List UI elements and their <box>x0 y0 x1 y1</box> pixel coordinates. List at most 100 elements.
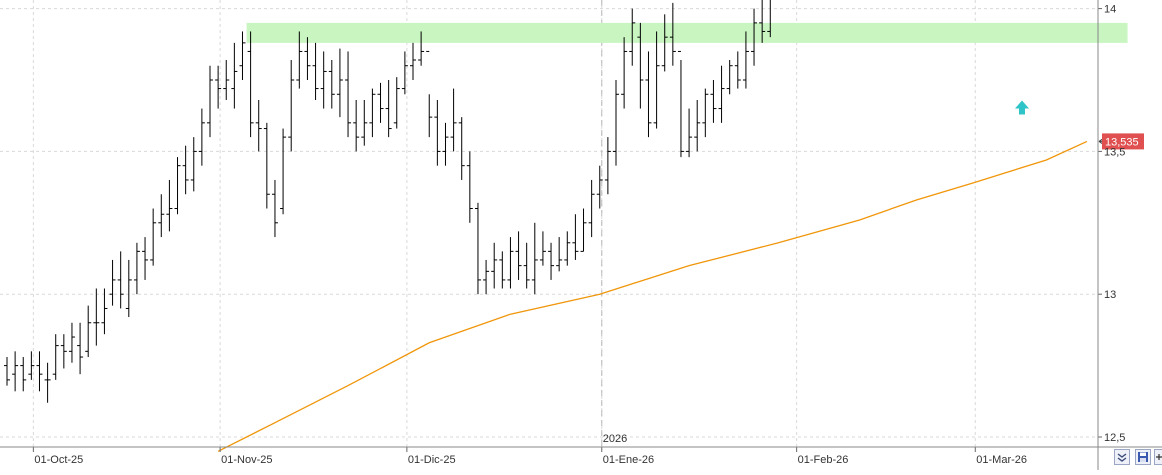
ohlc-bar <box>77 322 84 375</box>
price-label: 13,535 <box>1098 133 1144 150</box>
ohlc-bar <box>247 31 254 138</box>
moving-average-layer <box>217 140 1088 452</box>
ohlc-bar <box>434 99 441 166</box>
ohlc-bar <box>215 65 222 109</box>
ohlc-bar <box>117 251 124 309</box>
ohlc-bar <box>263 122 270 209</box>
ohlc-bar <box>304 37 311 80</box>
add-button[interactable] <box>1154 449 1162 465</box>
ohlc-bar <box>596 165 603 209</box>
ohlc-bar <box>694 99 701 152</box>
ohlc-bar <box>20 357 27 392</box>
ohlc-bar <box>442 122 449 166</box>
ohlc-bar <box>548 242 555 280</box>
ohlc-bar <box>142 237 149 280</box>
ohlc-bar <box>613 80 619 166</box>
ohlc-bar <box>393 77 400 129</box>
ohlc-bar <box>166 179 173 232</box>
ohlc-bar <box>271 179 278 238</box>
ohlc-bar <box>190 137 197 192</box>
scroll-down-icon <box>1117 453 1127 462</box>
ohlc-bar <box>466 151 473 223</box>
ohlc-bar <box>564 231 571 266</box>
ohlc-bar <box>710 80 717 123</box>
moving-average-line <box>217 140 1088 452</box>
ohlc-bar <box>207 65 213 138</box>
ohlc-bar <box>60 334 67 369</box>
ohlc-bar <box>751 8 758 66</box>
ohlc-bar <box>677 50 684 158</box>
ohlc-bar <box>28 351 35 380</box>
ohlc-bar <box>385 80 392 138</box>
ohlc-bar <box>12 351 19 392</box>
ohlc-bar <box>637 22 644 109</box>
ohlc-bar <box>255 99 262 152</box>
x-tick-label: 01-Feb-26 <box>798 454 849 466</box>
ohlc-bar <box>426 50 433 138</box>
ohlc-bar <box>734 51 741 89</box>
ohlc-bar <box>491 242 498 289</box>
price-label-text: 13,535 <box>1105 136 1139 148</box>
ohlc-bar <box>231 42 238 109</box>
ohlc-bar <box>182 145 189 195</box>
ohlc-bar <box>150 208 157 266</box>
ohlc-bar <box>68 322 75 363</box>
ohlc-bar <box>523 242 530 289</box>
highlight-layer <box>246 22 1128 43</box>
ohlc-bar <box>369 88 376 138</box>
ohlc-bar <box>336 48 343 118</box>
ohlc-bar <box>158 194 165 238</box>
ohlc-bar <box>377 82 384 123</box>
y-tick-label: 13 <box>1104 289 1116 301</box>
ohlc-bar <box>93 288 100 346</box>
up-arrow-icon <box>1015 100 1029 115</box>
save-icon <box>1138 452 1148 462</box>
x-tick-label: 01-Mar-26 <box>976 454 1027 466</box>
save-button[interactable] <box>1135 449 1151 465</box>
scroll-down-button[interactable] <box>1114 449 1130 465</box>
ohlc-bar <box>328 60 335 109</box>
ohlc-bar <box>483 259 490 295</box>
ohlc-bar <box>604 137 611 195</box>
ohlc-bar <box>702 88 709 138</box>
price-bars <box>4 0 771 403</box>
ohlc-bar <box>572 214 579 260</box>
year-label: 2026 <box>603 433 627 445</box>
ohlc-bar <box>531 222 538 295</box>
ohlc-bar <box>742 31 749 89</box>
y-tick-label: 12,5 <box>1104 432 1125 444</box>
x-tick-label: 01-Oct-25 <box>34 454 83 466</box>
ohlc-bar <box>556 237 563 272</box>
ohlc-bar <box>353 99 360 152</box>
ohlc-bar <box>718 65 725 123</box>
ohlc-bar <box>198 108 205 166</box>
ohlc-bar <box>645 51 652 138</box>
ohlc-bar <box>4 357 10 386</box>
ohlc-bar <box>36 351 43 392</box>
ohlc-bar <box>174 157 181 215</box>
add-icon <box>1156 454 1162 460</box>
ohlc-bar <box>767 0 771 38</box>
ohlc-bar <box>474 202 481 295</box>
ohlc-bar <box>507 237 514 289</box>
ohlc-bar <box>345 51 352 138</box>
y-tick-label: 13,5 <box>1104 146 1125 158</box>
ohlc-bar <box>499 251 506 289</box>
ohlc-bar <box>515 231 522 280</box>
ohlc-bar <box>101 288 108 335</box>
ohlc-bar <box>458 117 465 180</box>
overlay-layer: 14,79513,535 <box>1015 100 1144 150</box>
ohlc-bar <box>759 0 766 43</box>
ohlc-bar <box>418 31 425 66</box>
ohlc-bar <box>539 231 546 266</box>
resistance-band <box>246 22 1128 43</box>
ohlc-bar <box>629 8 636 66</box>
ohlc-bar <box>223 60 230 100</box>
ohlc-bar <box>133 242 140 295</box>
ohlc-bar <box>669 2 676 66</box>
ohlc-bar <box>85 305 92 358</box>
x-tick-label: 01-Nov-25 <box>221 454 272 466</box>
